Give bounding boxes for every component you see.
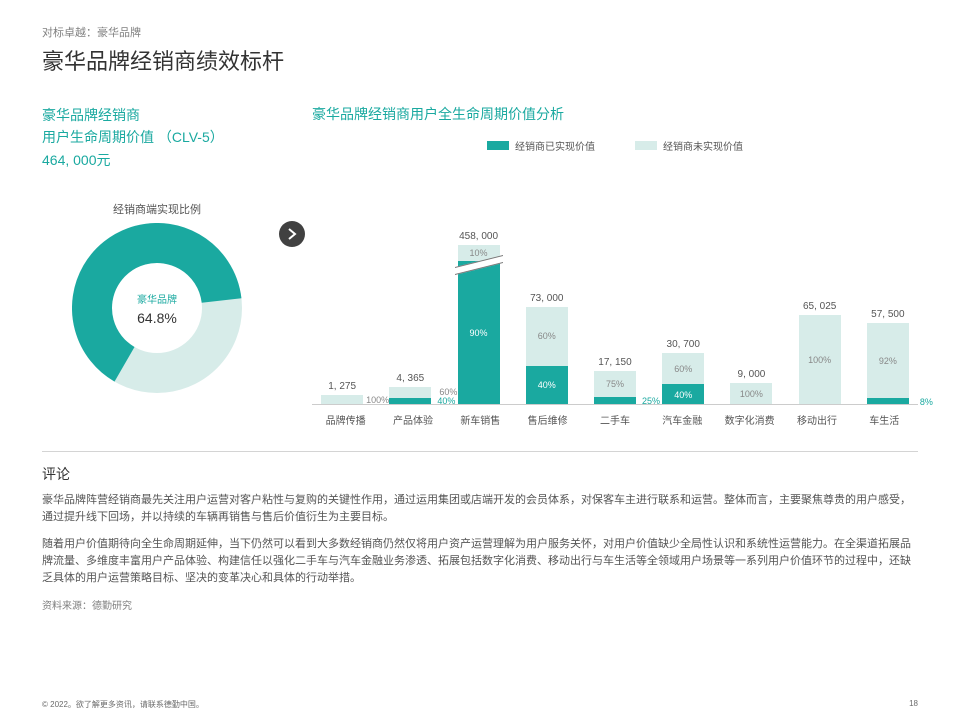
bar-segment-unrealized: 100% bbox=[799, 315, 841, 405]
bar-segment-unrealized: 100% bbox=[730, 383, 772, 405]
bar-segment-unrealized: 60% bbox=[662, 353, 704, 384]
category-label: 移动出行 bbox=[783, 412, 850, 427]
bar-segment-realized: 90% bbox=[458, 261, 500, 405]
bar-total-label: 1, 275 bbox=[328, 381, 356, 392]
category-label: 汽车金融 bbox=[649, 412, 716, 427]
category-label: 品牌传播 bbox=[312, 412, 379, 427]
bar-column: 458, 00090%10% bbox=[448, 231, 508, 405]
bar-total-label: 30, 700 bbox=[667, 339, 700, 350]
bar-total-label: 57, 500 bbox=[871, 309, 904, 320]
bar-total-label: 9, 000 bbox=[738, 369, 766, 380]
bar-segment-unrealized: 60% bbox=[526, 307, 568, 366]
bar-total-label: 17, 150 bbox=[598, 357, 631, 368]
clv-line2: 用户生命周期价值 （CLV-5） bbox=[42, 126, 272, 148]
bar-segment-unrealized: 75% bbox=[594, 371, 636, 397]
bar-column: 57, 5008%92% bbox=[858, 309, 918, 405]
category-label: 车生活 bbox=[851, 412, 918, 427]
donut-center-label: 豪华品牌 bbox=[137, 291, 177, 306]
bar-column: 65, 025 100% bbox=[790, 301, 850, 405]
bar-column: 17, 15025%75% bbox=[585, 357, 645, 405]
bar-segment-realized: 40% bbox=[526, 366, 568, 405]
commentary-p2: 随着用户价值期待向全生命周期延伸，当下仍然可以看到大多数经销商仍然仅将用户资产运… bbox=[42, 536, 918, 587]
category-label: 新车销售 bbox=[447, 412, 514, 427]
clv-value: 464, 000元 bbox=[42, 149, 272, 171]
bar-column: 9, 000 100% bbox=[721, 369, 781, 405]
legend-unrealized: 经销商未实现价值 bbox=[663, 138, 743, 153]
clv-line1: 豪华品牌经销商 bbox=[42, 104, 272, 126]
footer-copyright: © 2022。欲了解更多资讯，请联系德勤中国。 bbox=[42, 699, 204, 710]
bar-column: 1, 275100% bbox=[312, 381, 372, 405]
category-label: 二手车 bbox=[581, 412, 648, 427]
bar-total-label: 4, 365 bbox=[396, 373, 424, 384]
analysis-title: 豪华品牌经销商用户全生命周期价值分析 bbox=[312, 104, 918, 124]
donut-percent: 64.8% bbox=[137, 310, 177, 326]
clv-panel: 豪华品牌经销商 用户生命周期价值 （CLV-5） 464, 000元 经销商端实… bbox=[42, 104, 272, 393]
bar-total-label: 458, 000 bbox=[459, 231, 498, 242]
category-label: 产品体验 bbox=[379, 412, 446, 427]
footer-page: 18 bbox=[909, 699, 918, 710]
bar-column: 73, 000 40%60% bbox=[517, 293, 577, 405]
category-label: 售后维修 bbox=[514, 412, 581, 427]
bar-chart: 1, 275100%4, 36540%60%458, 00090%10%73, … bbox=[312, 167, 918, 427]
analysis-panel: 豪华品牌经销商用户全生命周期价值分析 经销商已实现价值 经销商未实现价值 1, … bbox=[312, 104, 918, 427]
commentary-p1: 豪华品牌阵营经销商最先关注用户运营对客户粘性与复购的关键性作用，通过运用集团或店… bbox=[42, 492, 918, 526]
donut-chart: 豪华品牌 64.8% bbox=[72, 223, 242, 393]
category-label: 数字化消费 bbox=[716, 412, 783, 427]
breadcrumb: 对标卓越：豪华品牌 bbox=[42, 24, 918, 40]
divider bbox=[42, 451, 918, 452]
bar-segment-unrealized: 60% bbox=[389, 387, 431, 398]
bar-column: 30, 700 40%60% bbox=[653, 339, 713, 405]
legend: 经销商已实现价值 经销商未实现价值 bbox=[312, 138, 918, 153]
commentary-heading: 评论 bbox=[42, 464, 918, 484]
bar-total-label: 65, 025 bbox=[803, 301, 836, 312]
bar-total-label: 73, 000 bbox=[530, 293, 563, 304]
source: 资料来源：德勤研究 bbox=[42, 597, 918, 612]
bar-segment-unrealized: 92% bbox=[867, 323, 909, 398]
bar-segment-realized: 40% bbox=[662, 384, 704, 405]
page-title: 豪华品牌经销商绩效标杆 bbox=[42, 44, 918, 76]
donut-title: 经销商端实现比例 bbox=[42, 201, 272, 217]
legend-realized: 经销商已实现价值 bbox=[515, 138, 595, 153]
bar-column: 4, 36540%60% bbox=[380, 373, 440, 405]
arrow-right-icon bbox=[279, 221, 305, 247]
